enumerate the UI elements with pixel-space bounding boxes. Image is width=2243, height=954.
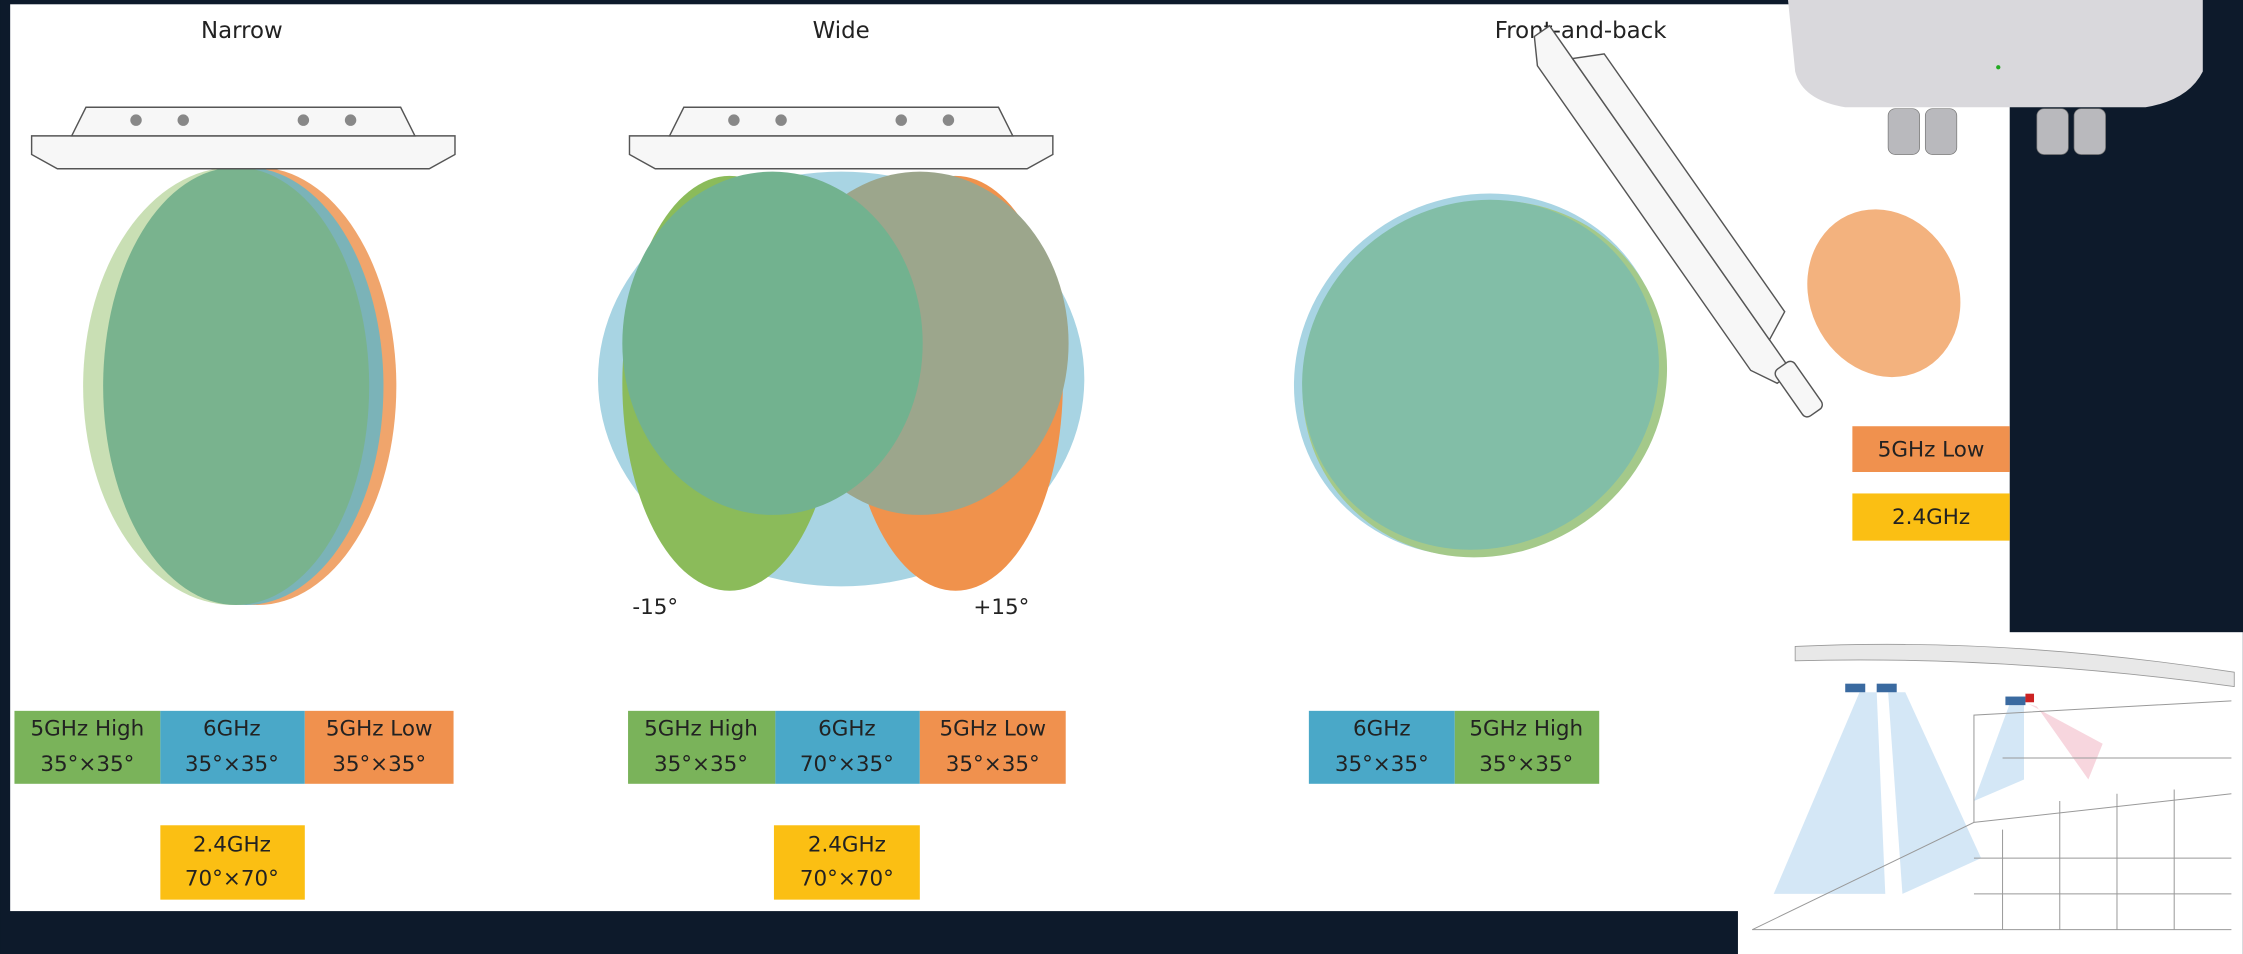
wide-pattern <box>598 171 1085 591</box>
angle-label: 70°×70° <box>185 867 279 892</box>
angle-label: 35°×35° <box>1335 752 1429 777</box>
angle-label: 35°×35° <box>946 752 1040 777</box>
band-label: 5GHz High <box>1469 716 1583 741</box>
band-label: 6GHz <box>203 716 261 741</box>
ap-photo <box>1788 0 2203 155</box>
tilt-label: -15° <box>632 595 678 620</box>
front-back-pattern <box>1293 193 1961 558</box>
label-boxes <box>14 426 2010 900</box>
ap-device <box>628 106 1054 170</box>
panel-title: Narrow <box>201 18 283 44</box>
narrow-pattern <box>83 167 397 606</box>
band-label: 6GHz <box>1353 716 1411 741</box>
side-label: 5GHz Low <box>1878 438 1985 463</box>
panel-title: Wide <box>813 18 870 44</box>
panel-title: Front-and-back <box>1495 18 1668 44</box>
band-label: 2.4GHz <box>808 832 886 857</box>
angle-label: 35°×35° <box>332 752 426 777</box>
side-label: 2.4GHz <box>1892 505 1970 530</box>
tilt-label: +15° <box>973 595 1029 620</box>
ap-device <box>30 106 456 170</box>
angle-label: 35°×35° <box>654 752 748 777</box>
ap-device-tilted <box>1533 24 1823 418</box>
band-label: 5GHz High <box>644 716 758 741</box>
band-label: 5GHz High <box>31 716 145 741</box>
angle-label: 70°×70° <box>800 867 894 892</box>
angle-label: 35°×35° <box>40 752 134 777</box>
stadium-inset <box>1737 632 2243 954</box>
label-texts: 5GHz High 35°×35° 6GHz 35°×35° 5GHz Low … <box>31 438 1985 892</box>
angle-label: 35°×35° <box>1479 752 1573 777</box>
angle-label: 70°×35° <box>800 752 894 777</box>
band-label: 2.4GHz <box>193 832 271 857</box>
band-label: 5GHz Low <box>326 716 433 741</box>
band-label: 6GHz <box>818 716 876 741</box>
band-label: 5GHz Low <box>939 716 1046 741</box>
angle-label: 35°×35° <box>185 752 279 777</box>
